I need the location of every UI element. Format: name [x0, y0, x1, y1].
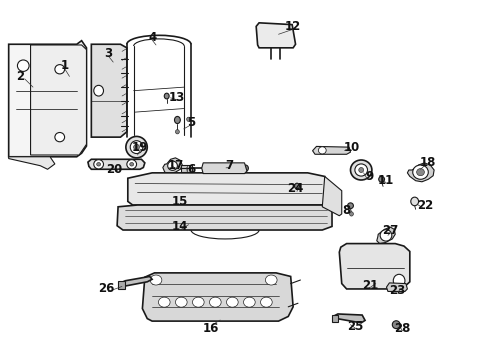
Text: 24: 24 [287, 183, 303, 195]
Ellipse shape [129, 162, 133, 166]
Ellipse shape [97, 162, 101, 166]
Ellipse shape [392, 274, 404, 287]
Ellipse shape [130, 141, 142, 154]
Text: 11: 11 [377, 174, 393, 186]
Ellipse shape [55, 132, 64, 142]
Ellipse shape [18, 60, 29, 71]
Text: 5: 5 [186, 116, 195, 129]
Ellipse shape [350, 160, 371, 180]
Ellipse shape [209, 297, 221, 307]
Bar [331, 315, 337, 322]
Ellipse shape [379, 230, 391, 241]
Text: 14: 14 [172, 220, 188, 233]
Polygon shape [9, 41, 86, 157]
Polygon shape [88, 159, 144, 169]
Polygon shape [163, 158, 182, 174]
Polygon shape [117, 205, 331, 230]
Ellipse shape [391, 321, 399, 329]
Ellipse shape [318, 147, 325, 154]
Text: 7: 7 [224, 159, 232, 172]
Text: 26: 26 [98, 283, 114, 296]
Polygon shape [119, 276, 152, 287]
Bar [181, 165, 192, 172]
Polygon shape [339, 244, 409, 289]
Ellipse shape [55, 64, 64, 74]
Ellipse shape [126, 159, 136, 169]
Ellipse shape [174, 116, 180, 123]
Ellipse shape [94, 85, 103, 96]
Ellipse shape [243, 297, 255, 307]
Polygon shape [312, 147, 350, 154]
Polygon shape [30, 45, 86, 155]
Ellipse shape [412, 165, 427, 179]
Ellipse shape [175, 130, 179, 134]
Ellipse shape [294, 183, 299, 189]
Polygon shape [91, 44, 126, 137]
Polygon shape [9, 157, 55, 169]
Bar [118, 281, 125, 289]
Text: 2: 2 [16, 70, 24, 83]
Text: 18: 18 [419, 156, 436, 168]
Ellipse shape [349, 212, 353, 216]
Ellipse shape [158, 297, 170, 307]
Ellipse shape [354, 164, 367, 176]
Ellipse shape [186, 117, 190, 121]
Ellipse shape [150, 275, 162, 285]
Polygon shape [407, 163, 433, 182]
Polygon shape [332, 314, 365, 323]
Text: 6: 6 [186, 163, 195, 176]
Text: 27: 27 [382, 224, 398, 237]
Ellipse shape [416, 168, 424, 176]
Polygon shape [322, 176, 341, 216]
Text: 22: 22 [416, 198, 433, 212]
Ellipse shape [94, 159, 103, 169]
Ellipse shape [175, 297, 187, 307]
Ellipse shape [192, 297, 203, 307]
Text: 21: 21 [361, 279, 377, 292]
Polygon shape [386, 283, 407, 292]
Ellipse shape [226, 297, 238, 307]
Ellipse shape [167, 161, 177, 170]
Text: 8: 8 [342, 204, 350, 217]
Ellipse shape [164, 93, 169, 99]
Text: 20: 20 [106, 163, 122, 176]
Ellipse shape [125, 136, 147, 158]
Ellipse shape [133, 144, 139, 150]
Text: 15: 15 [172, 195, 188, 208]
Text: 16: 16 [202, 322, 218, 335]
Text: 4: 4 [148, 31, 156, 44]
Ellipse shape [265, 275, 277, 285]
Polygon shape [256, 23, 295, 48]
Ellipse shape [410, 197, 418, 206]
Ellipse shape [260, 297, 272, 307]
Ellipse shape [242, 165, 248, 171]
Polygon shape [142, 273, 292, 321]
Text: 1: 1 [61, 59, 68, 72]
Text: 13: 13 [168, 91, 184, 104]
Polygon shape [127, 173, 326, 205]
Text: 12: 12 [285, 20, 301, 33]
Text: 9: 9 [365, 170, 373, 183]
Text: 25: 25 [346, 320, 363, 333]
Text: 10: 10 [343, 141, 359, 154]
Text: 19: 19 [131, 141, 148, 154]
Ellipse shape [378, 176, 384, 182]
Ellipse shape [347, 203, 353, 208]
Text: 17: 17 [167, 159, 183, 172]
Text: 28: 28 [393, 322, 410, 335]
Text: 23: 23 [389, 284, 405, 297]
Polygon shape [376, 227, 394, 244]
Polygon shape [201, 163, 246, 174]
Ellipse shape [358, 167, 363, 172]
Text: 3: 3 [104, 47, 112, 60]
